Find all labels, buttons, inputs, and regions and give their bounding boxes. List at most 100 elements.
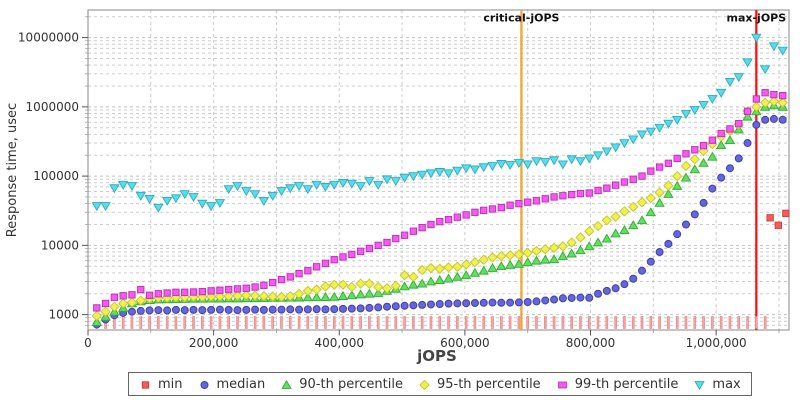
data-point — [172, 288, 180, 296]
data-point — [409, 301, 418, 310]
data-point — [373, 180, 384, 190]
data-point — [664, 239, 673, 248]
data-point — [567, 293, 576, 302]
data-point — [399, 281, 410, 291]
min-stroke — [631, 316, 635, 329]
legend-item-90-th-percentile: 90-th percentile — [280, 377, 403, 392]
data-point — [346, 179, 357, 189]
data-point — [568, 190, 576, 199]
legend: min median 90-th percentile 95-th percentil… — [128, 372, 752, 396]
min-stroke — [271, 316, 274, 329]
data-point — [418, 300, 427, 309]
min-stroke — [209, 316, 213, 329]
data-point — [189, 305, 198, 314]
data-point — [408, 172, 419, 182]
data-point — [751, 33, 762, 43]
data-point — [647, 167, 655, 175]
data-point — [699, 198, 708, 207]
min-stroke — [412, 316, 415, 329]
data-point — [109, 184, 120, 194]
min-stroke — [121, 316, 125, 329]
data-point — [469, 267, 481, 277]
data-point — [329, 279, 340, 290]
data-point — [575, 245, 586, 255]
y-axis-title: Response time, usec — [5, 103, 20, 237]
min-stroke — [201, 316, 204, 329]
data-point — [601, 233, 613, 243]
data-point — [461, 259, 472, 270]
data-point — [249, 290, 261, 301]
data-point — [559, 192, 567, 200]
data-point — [141, 380, 150, 389]
data-point — [717, 129, 725, 138]
data-point — [690, 210, 699, 219]
data-point — [496, 261, 507, 271]
data-point — [735, 120, 743, 128]
min-stroke — [482, 316, 486, 329]
data-point — [766, 214, 774, 222]
data-point — [390, 280, 401, 291]
data-point — [452, 261, 463, 272]
data-point — [348, 250, 356, 259]
min-stroke — [640, 316, 644, 329]
response-time-chart: 1000 10000 100000 1000000 10000000 0 200,000 40… — [5, 9, 790, 365]
data-point — [346, 290, 357, 300]
data-point — [462, 211, 470, 219]
data-point — [724, 77, 736, 87]
data-point — [233, 285, 242, 293]
data-point — [364, 177, 375, 187]
min-stroke — [587, 316, 591, 329]
data-point — [779, 92, 787, 100]
data-point — [602, 286, 611, 295]
data-point — [689, 154, 700, 165]
data-point — [777, 97, 788, 108]
triangle-up-icon — [281, 379, 292, 389]
data-point — [356, 247, 365, 255]
data-point — [782, 209, 790, 217]
min-stroke — [491, 316, 494, 329]
data-point — [443, 273, 454, 283]
min-stroke — [165, 316, 169, 329]
data-point — [672, 170, 683, 182]
min-stroke — [500, 316, 503, 329]
data-point — [180, 306, 189, 315]
data-point — [390, 177, 401, 187]
y-tick-label: 10000 — [41, 238, 79, 252]
data-point — [636, 197, 648, 208]
data-point — [330, 256, 338, 264]
data-point — [752, 120, 761, 129]
data-point — [717, 173, 726, 182]
data-point — [778, 115, 787, 124]
data-point — [496, 250, 507, 262]
data-point — [408, 271, 419, 283]
min-stroke — [244, 316, 248, 329]
data-point — [126, 297, 138, 308]
data-point — [724, 135, 736, 145]
min-stroke — [157, 316, 160, 329]
data-point — [101, 299, 110, 308]
data-point — [629, 274, 638, 283]
data-point — [135, 191, 146, 201]
data-point — [321, 259, 330, 267]
min-stroke — [253, 316, 257, 329]
data-point — [513, 159, 525, 169]
data-point — [620, 280, 629, 289]
data-point — [452, 166, 463, 176]
legend-label: median — [216, 376, 266, 392]
min-stroke — [667, 316, 670, 329]
data-point — [302, 285, 313, 297]
data-point — [214, 291, 226, 302]
data-point — [743, 139, 752, 148]
x-axis-title: jOPS — [416, 347, 457, 365]
legend-item-99-th-percentile: 99-th percentile — [556, 377, 678, 392]
data-point — [453, 213, 461, 221]
data-point — [487, 262, 498, 272]
data-point — [117, 180, 129, 190]
data-point — [628, 135, 639, 145]
min-stroke — [755, 316, 758, 329]
data-point — [258, 290, 270, 302]
data-point — [312, 263, 321, 271]
data-point — [777, 46, 788, 56]
data-point — [337, 290, 349, 300]
